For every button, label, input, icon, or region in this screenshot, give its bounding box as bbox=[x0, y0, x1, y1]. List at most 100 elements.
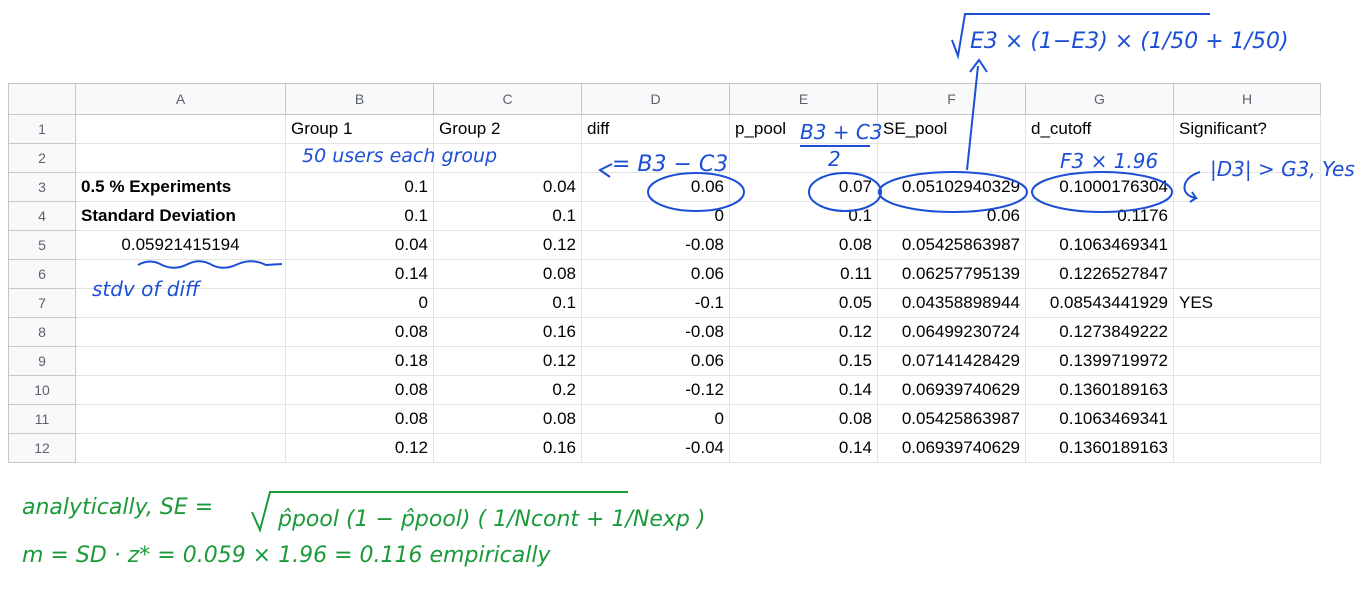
cell-b11[interactable]: 0.08 bbox=[285, 404, 434, 434]
cell-d2[interactable] bbox=[581, 143, 730, 173]
cell-e5[interactable]: 0.08 bbox=[729, 230, 878, 260]
cell-d8[interactable]: -0.08 bbox=[581, 317, 730, 347]
cell-g2[interactable] bbox=[1025, 143, 1174, 173]
cell-d9[interactable]: 0.06 bbox=[581, 346, 730, 376]
cell-e6[interactable]: 0.11 bbox=[729, 259, 878, 289]
cell-a6[interactable] bbox=[75, 259, 286, 289]
cell-d3[interactable]: 0.06 bbox=[581, 172, 730, 202]
row-header[interactable]: 7 bbox=[8, 288, 76, 318]
cell-d6[interactable]: 0.06 bbox=[581, 259, 730, 289]
cell-h7[interactable]: YES bbox=[1173, 288, 1321, 318]
cell-a1[interactable] bbox=[75, 114, 286, 144]
cell-f7[interactable]: 0.04358898944 bbox=[877, 288, 1026, 318]
cell-a8[interactable] bbox=[75, 317, 286, 347]
cell-f2[interactable] bbox=[877, 143, 1026, 173]
cell-a9[interactable] bbox=[75, 346, 286, 376]
cell-c4[interactable]: 0.1 bbox=[433, 201, 582, 231]
column-header-f[interactable]: F bbox=[877, 83, 1026, 115]
cell-f6[interactable]: 0.06257795139 bbox=[877, 259, 1026, 289]
cell-b9[interactable]: 0.18 bbox=[285, 346, 434, 376]
row-header[interactable]: 9 bbox=[8, 346, 76, 376]
cell-c10[interactable]: 0.2 bbox=[433, 375, 582, 405]
cell-e2[interactable] bbox=[729, 143, 878, 173]
cell-g4[interactable]: 0.1176 bbox=[1025, 201, 1174, 231]
cell-e8[interactable]: 0.12 bbox=[729, 317, 878, 347]
column-header-d[interactable]: D bbox=[581, 83, 730, 115]
cell-b2[interactable] bbox=[285, 143, 434, 173]
cell-g1[interactable]: d_cutoff bbox=[1025, 114, 1174, 144]
row-header[interactable]: 12 bbox=[8, 433, 76, 463]
cell-c2[interactable] bbox=[433, 143, 582, 173]
cell-b8[interactable]: 0.08 bbox=[285, 317, 434, 347]
column-header-c[interactable]: C bbox=[433, 83, 582, 115]
cell-f12[interactable]: 0.06939740629 bbox=[877, 433, 1026, 463]
cell-f10[interactable]: 0.06939740629 bbox=[877, 375, 1026, 405]
cell-c3[interactable]: 0.04 bbox=[433, 172, 582, 202]
cell-b6[interactable]: 0.14 bbox=[285, 259, 434, 289]
cell-d11[interactable]: 0 bbox=[581, 404, 730, 434]
cell-b3[interactable]: 0.1 bbox=[285, 172, 434, 202]
cell-c12[interactable]: 0.16 bbox=[433, 433, 582, 463]
cell-c7[interactable]: 0.1 bbox=[433, 288, 582, 318]
cell-d1[interactable]: diff bbox=[581, 114, 730, 144]
cell-h9[interactable] bbox=[1173, 346, 1321, 376]
row-header[interactable]: 1 bbox=[8, 114, 76, 144]
cell-b1[interactable]: Group 1 bbox=[285, 114, 434, 144]
row-header[interactable]: 8 bbox=[8, 317, 76, 347]
row-header[interactable]: 10 bbox=[8, 375, 76, 405]
cell-h8[interactable] bbox=[1173, 317, 1321, 347]
cell-d5[interactable]: -0.08 bbox=[581, 230, 730, 260]
row-header[interactable]: 11 bbox=[8, 404, 76, 434]
cell-h12[interactable] bbox=[1173, 433, 1321, 463]
cell-e12[interactable]: 0.14 bbox=[729, 433, 878, 463]
cell-g8[interactable]: 0.1273849222 bbox=[1025, 317, 1174, 347]
cell-b12[interactable]: 0.12 bbox=[285, 433, 434, 463]
cell-h4[interactable] bbox=[1173, 201, 1321, 231]
cell-g7[interactable]: 0.08543441929 bbox=[1025, 288, 1174, 318]
cell-e1[interactable]: p_pool bbox=[729, 114, 878, 144]
cell-e11[interactable]: 0.08 bbox=[729, 404, 878, 434]
cell-e9[interactable]: 0.15 bbox=[729, 346, 878, 376]
cell-h10[interactable] bbox=[1173, 375, 1321, 405]
cell-h3[interactable] bbox=[1173, 172, 1321, 202]
row-header[interactable]: 6 bbox=[8, 259, 76, 289]
column-header-g[interactable]: G bbox=[1025, 83, 1174, 115]
cell-f11[interactable]: 0.05425863987 bbox=[877, 404, 1026, 434]
cell-e4[interactable]: 0.1 bbox=[729, 201, 878, 231]
cell-c8[interactable]: 0.16 bbox=[433, 317, 582, 347]
cell-c5[interactable]: 0.12 bbox=[433, 230, 582, 260]
cell-c1[interactable]: Group 2 bbox=[433, 114, 582, 144]
cell-f1[interactable]: SE_pool bbox=[877, 114, 1026, 144]
column-header-h[interactable]: H bbox=[1173, 83, 1321, 115]
cell-a5[interactable]: 0.05921415194 bbox=[75, 230, 286, 260]
cell-g5[interactable]: 0.1063469341 bbox=[1025, 230, 1174, 260]
cell-c9[interactable]: 0.12 bbox=[433, 346, 582, 376]
cell-g9[interactable]: 0.1399719972 bbox=[1025, 346, 1174, 376]
select-all-corner[interactable] bbox=[8, 83, 76, 115]
cell-h11[interactable] bbox=[1173, 404, 1321, 434]
cell-e3[interactable]: 0.07 bbox=[729, 172, 878, 202]
cell-f9[interactable]: 0.07141428429 bbox=[877, 346, 1026, 376]
cell-a2[interactable] bbox=[75, 143, 286, 173]
cell-f8[interactable]: 0.06499230724 bbox=[877, 317, 1026, 347]
cell-d12[interactable]: -0.04 bbox=[581, 433, 730, 463]
row-header[interactable]: 3 bbox=[8, 172, 76, 202]
cell-e7[interactable]: 0.05 bbox=[729, 288, 878, 318]
column-header-e[interactable]: E bbox=[729, 83, 878, 115]
cell-g6[interactable]: 0.1226527847 bbox=[1025, 259, 1174, 289]
cell-e10[interactable]: 0.14 bbox=[729, 375, 878, 405]
cell-a11[interactable] bbox=[75, 404, 286, 434]
cell-b10[interactable]: 0.08 bbox=[285, 375, 434, 405]
cell-a4[interactable]: Standard Deviation bbox=[75, 201, 286, 231]
cell-f3[interactable]: 0.05102940329 bbox=[877, 172, 1026, 202]
column-header-a[interactable]: A bbox=[75, 83, 286, 115]
cell-a3[interactable]: 0.5 % Experiments bbox=[75, 172, 286, 202]
cell-c6[interactable]: 0.08 bbox=[433, 259, 582, 289]
row-header[interactable]: 2 bbox=[8, 143, 76, 173]
cell-b7[interactable]: 0 bbox=[285, 288, 434, 318]
cell-b4[interactable]: 0.1 bbox=[285, 201, 434, 231]
row-header[interactable]: 4 bbox=[8, 201, 76, 231]
cell-d10[interactable]: -0.12 bbox=[581, 375, 730, 405]
column-header-b[interactable]: B bbox=[285, 83, 434, 115]
cell-h5[interactable] bbox=[1173, 230, 1321, 260]
